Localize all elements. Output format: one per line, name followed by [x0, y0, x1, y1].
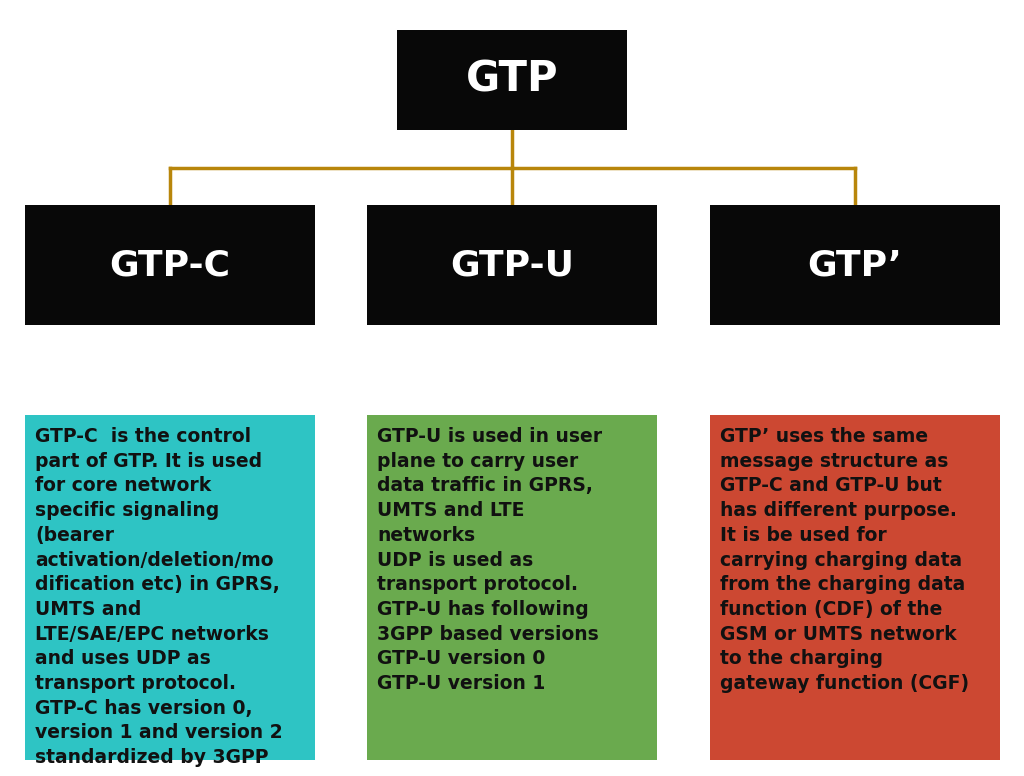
Text: GTP’ uses the same
message structure as
GTP-C and GTP-U but
has different purpos: GTP’ uses the same message structure as … — [720, 427, 969, 693]
Bar — [25, 415, 315, 760]
Bar — [25, 205, 315, 325]
Bar — [367, 205, 657, 325]
Text: GTP: GTP — [466, 59, 558, 101]
Text: GTP-U is used in user
plane to carry user
data traffic in GPRS,
UMTS and LTE
net: GTP-U is used in user plane to carry use… — [377, 427, 602, 693]
Text: GTP’: GTP’ — [808, 248, 902, 282]
Text: GTP-C: GTP-C — [110, 248, 230, 282]
Bar — [710, 415, 1000, 760]
Text: GTP-U: GTP-U — [450, 248, 574, 282]
Bar — [367, 415, 657, 760]
Bar — [710, 205, 1000, 325]
Bar — [397, 30, 627, 130]
Text: GTP-C  is the control
part of GTP. It is used
for core network
specific signalin: GTP-C is the control part of GTP. It is … — [35, 427, 283, 767]
